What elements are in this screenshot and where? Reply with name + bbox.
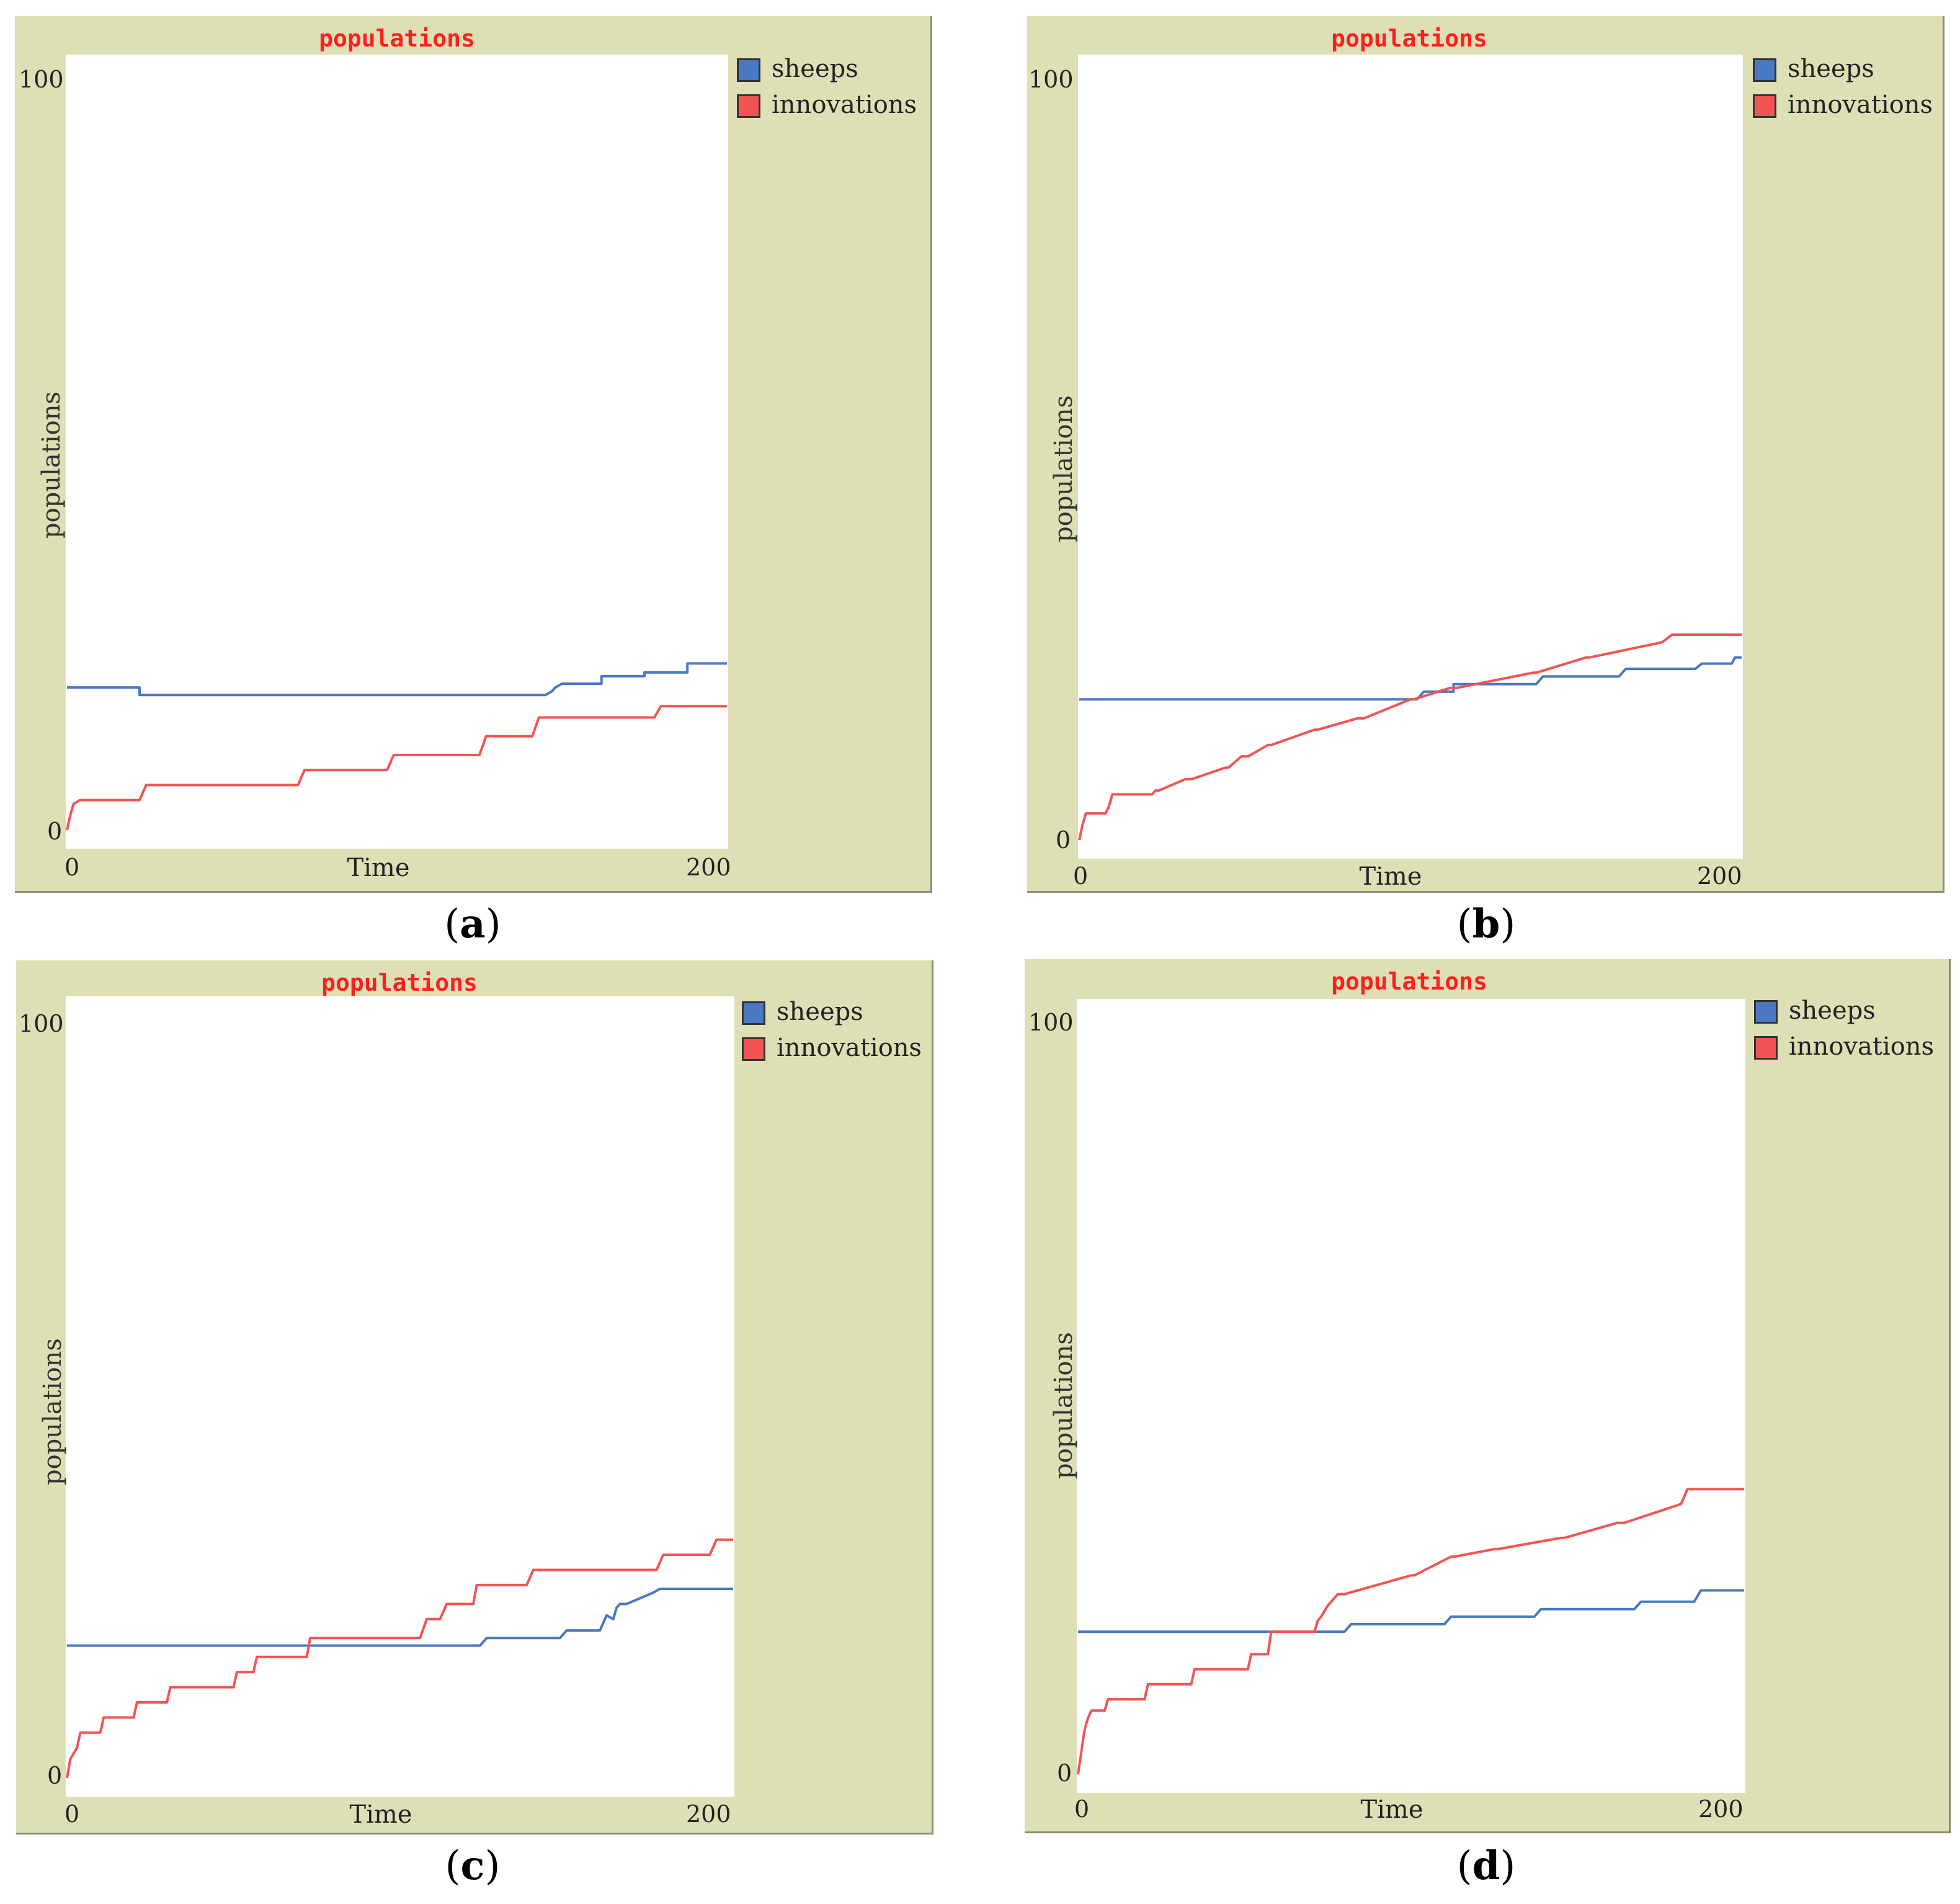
caption-letter: d: [1472, 1843, 1500, 1889]
series-line-sheeps: [1079, 656, 1742, 701]
series-line-innovations: [66, 705, 727, 831]
legend-swatch-sheeps: [742, 1001, 765, 1025]
y-tick-top: 100: [19, 1010, 64, 1037]
caption-close: ): [484, 1843, 501, 1889]
y-axis-label: populations: [37, 391, 66, 539]
plot-area: [66, 55, 728, 849]
legend-label: innovations: [777, 1034, 922, 1062]
chart-panel-b: populations populations 100 0 0 200 Time…: [1027, 16, 1944, 893]
series-line-sheeps: [67, 662, 727, 697]
y-axis-label: populations: [38, 1338, 67, 1485]
plot-area: [1078, 55, 1743, 859]
x-tick-right: 200: [686, 854, 731, 881]
legend-label: sheeps: [1789, 996, 1876, 1025]
legend-label: sheeps: [777, 998, 863, 1026]
plot-svg-c: [66, 1538, 733, 1779]
x-tick-right: 200: [686, 1800, 731, 1828]
x-axis-label: Time: [347, 854, 410, 882]
plot-area: [66, 996, 734, 1797]
caption-close: ): [1500, 1843, 1516, 1889]
series-line-innovations: [1078, 633, 1742, 841]
y-axis-label: populations: [1049, 1332, 1078, 1479]
panel-caption-c: (c): [445, 1843, 501, 1889]
legend-label: sheeps: [772, 55, 858, 83]
plot-svg-a: [66, 662, 727, 831]
x-tick-right: 200: [1697, 862, 1742, 890]
panel-caption-b: (b): [1457, 901, 1516, 947]
legend-swatch-sheeps: [1753, 58, 1776, 82]
legend-label: innovations: [772, 91, 917, 119]
chart-panel-d: populations populations 100 0 0 200 Time…: [1025, 959, 1951, 1833]
chart-panel-c: populations populations 100 0 0 200 Time…: [16, 960, 933, 1835]
x-axis-label: Time: [1359, 862, 1422, 891]
legend-label: sheeps: [1788, 55, 1874, 83]
y-tick-top: 100: [1028, 66, 1074, 93]
caption-open: (: [1456, 1843, 1472, 1889]
legend-swatch-sheeps: [737, 58, 760, 82]
x-tick-right: 200: [1698, 1795, 1744, 1823]
caption-close: ): [1500, 901, 1516, 947]
x-tick-left: 0: [1073, 862, 1089, 890]
plot-area: [1077, 999, 1745, 1793]
y-tick-bottom: 0: [1057, 1759, 1072, 1787]
legend-swatch-innovations: [742, 1037, 765, 1061]
caption-open: (: [1456, 901, 1472, 947]
caption-letter: a: [460, 901, 486, 947]
legend-swatch-innovations: [737, 94, 760, 118]
caption-close: ): [485, 901, 501, 947]
legend-label: innovations: [1789, 1032, 1935, 1061]
chart-title: populations: [1331, 968, 1487, 995]
series-line-sheeps: [1078, 1589, 1744, 1634]
x-axis-label: Time: [1360, 1795, 1423, 1824]
x-tick-left: 0: [65, 1800, 80, 1828]
y-tick-bottom: 0: [47, 818, 63, 845]
series-line-sheeps: [67, 1588, 733, 1647]
chart-title: populations: [319, 25, 475, 52]
y-axis-label: populations: [1049, 395, 1078, 542]
plot-svg-d: [1077, 1488, 1744, 1775]
legend-label: innovations: [1788, 91, 1933, 119]
chart-title: populations: [321, 969, 478, 996]
plot-svg-b: [1078, 633, 1742, 841]
caption-letter: b: [1472, 901, 1500, 947]
y-tick-top: 100: [19, 66, 64, 93]
y-tick-top: 100: [1028, 1009, 1074, 1036]
x-tick-left: 0: [65, 854, 80, 881]
series-line-innovations: [1077, 1488, 1744, 1775]
panel-caption-d: (d): [1457, 1843, 1516, 1889]
y-tick-bottom: 0: [47, 1762, 63, 1789]
panel-caption-a: (a): [444, 901, 501, 947]
chart-title: populations: [1331, 25, 1487, 52]
legend-swatch-innovations: [1754, 1036, 1778, 1060]
legend-swatch-sheeps: [1754, 1000, 1778, 1024]
chart-panel-a: populations populations 100 0 0 200 Time…: [15, 16, 932, 893]
caption-open: (: [444, 901, 460, 947]
caption-open: (: [445, 1843, 461, 1889]
caption-letter: c: [460, 1843, 485, 1889]
y-tick-bottom: 0: [1056, 826, 1071, 854]
series-line-innovations: [66, 1538, 733, 1779]
x-axis-label: Time: [349, 1800, 412, 1829]
legend-swatch-innovations: [1753, 94, 1776, 118]
x-tick-left: 0: [1074, 1795, 1090, 1823]
